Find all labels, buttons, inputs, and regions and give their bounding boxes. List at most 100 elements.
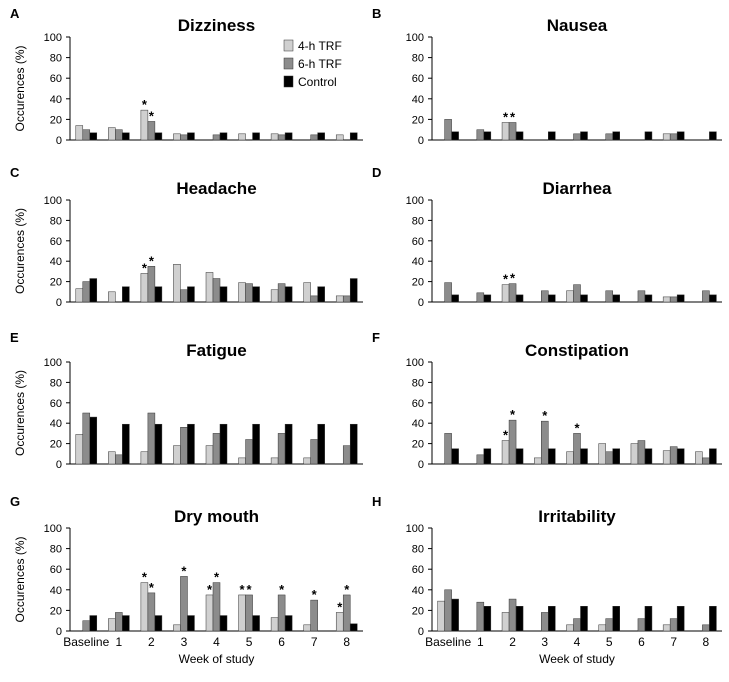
bar <box>573 133 581 141</box>
legend-swatch <box>283 75 294 88</box>
x-tick-label: 5 <box>606 635 613 649</box>
significance-star: * <box>510 271 516 286</box>
bar <box>115 612 123 632</box>
y-tick-label: 100 <box>44 195 62 207</box>
bar <box>82 620 91 632</box>
bar <box>75 125 84 141</box>
bar <box>605 290 613 303</box>
bar <box>82 281 91 303</box>
bar <box>122 132 130 141</box>
y-tick-label: 0 <box>56 297 62 309</box>
y-tick-label: 40 <box>412 585 424 597</box>
significance-star: * <box>214 570 220 585</box>
y-tick-label: 40 <box>50 94 62 106</box>
bar <box>180 576 188 632</box>
significance-star: * <box>142 97 148 112</box>
y-tick-label: 60 <box>412 236 424 248</box>
significance-star: * <box>510 109 516 124</box>
panel-letter: A <box>10 6 20 21</box>
bar <box>140 582 149 632</box>
bar <box>444 589 452 632</box>
bar <box>612 606 620 632</box>
bar <box>173 264 181 303</box>
y-tick-label: 20 <box>412 114 424 126</box>
y-tick-label: 40 <box>412 256 424 268</box>
x-tick-label: 7 <box>311 635 318 649</box>
chart-title: Headache <box>176 179 256 198</box>
bar <box>173 445 181 465</box>
y-tick-label: 80 <box>412 215 424 227</box>
x-tick-label: 8 <box>343 635 350 649</box>
bar <box>709 448 717 465</box>
y-tick-label: 40 <box>50 585 62 597</box>
chart-title: Dry mouth <box>174 507 259 526</box>
chart-title: Constipation <box>525 341 629 360</box>
bar <box>548 131 556 141</box>
bar <box>349 623 358 632</box>
bar <box>676 448 685 465</box>
bar <box>342 295 351 303</box>
y-axis-label: Occurences (%) <box>13 45 27 131</box>
bar <box>108 291 116 303</box>
bar <box>173 624 181 632</box>
bar <box>508 419 517 465</box>
significance-star: * <box>247 582 253 597</box>
panel-letter: B <box>372 6 381 21</box>
y-tick-label: 60 <box>412 398 424 410</box>
chart-panel-a: A Dizziness 0 20 40 60 80 100 Occurences (%) ** 4-… <box>10 6 363 147</box>
bar <box>566 451 574 465</box>
bar <box>444 282 452 303</box>
bar <box>238 133 246 141</box>
y-tick-label: 0 <box>56 626 62 638</box>
legend-swatch <box>283 57 294 70</box>
y-tick-label: 40 <box>50 418 62 430</box>
bar <box>205 594 214 632</box>
bar <box>483 448 492 465</box>
x-tick-label: 8 <box>703 635 710 649</box>
bar <box>580 294 588 303</box>
bar <box>219 423 228 465</box>
significance-star: * <box>574 420 580 435</box>
chart-panel-e: E Fatigue 0 20 40 60 80 100 Occurences (%) <box>10 330 363 471</box>
bar <box>317 423 325 465</box>
bar <box>662 296 671 303</box>
y-tick-label: 100 <box>406 32 424 44</box>
y-tick-label: 40 <box>412 94 424 106</box>
bar <box>173 133 181 141</box>
bar <box>598 443 606 465</box>
bar <box>284 615 293 632</box>
y-tick-label: 60 <box>412 73 424 85</box>
x-axis-label: Week of study <box>179 652 255 666</box>
bar <box>270 617 279 632</box>
y-tick-label: 100 <box>44 32 62 44</box>
y-tick-label: 20 <box>412 605 424 617</box>
bar <box>695 451 703 465</box>
bar <box>515 131 524 141</box>
bar <box>89 416 98 465</box>
significance-star: * <box>142 260 148 275</box>
significance-star: * <box>149 580 155 595</box>
bar <box>637 618 646 632</box>
significance-star: * <box>149 108 155 123</box>
bar <box>212 433 221 465</box>
x-tick-label: 1 <box>477 635 484 649</box>
bar <box>212 134 221 141</box>
bar <box>205 445 214 465</box>
y-tick-label: 60 <box>50 73 62 85</box>
bar <box>108 451 116 465</box>
bar <box>245 439 253 465</box>
bar <box>630 443 639 465</box>
legend-label: 6-h TRF <box>298 57 342 71</box>
bar <box>122 286 130 303</box>
bar <box>508 122 517 141</box>
y-tick-label: 20 <box>50 114 62 126</box>
bar <box>476 601 485 632</box>
x-tick-label: 6 <box>638 635 645 649</box>
bar <box>154 132 163 141</box>
bar <box>515 606 524 632</box>
significance-star: * <box>279 582 285 597</box>
chart-title: Irritability <box>538 507 616 526</box>
chart-title: Dizziness <box>178 16 255 35</box>
significance-star: * <box>503 109 509 124</box>
